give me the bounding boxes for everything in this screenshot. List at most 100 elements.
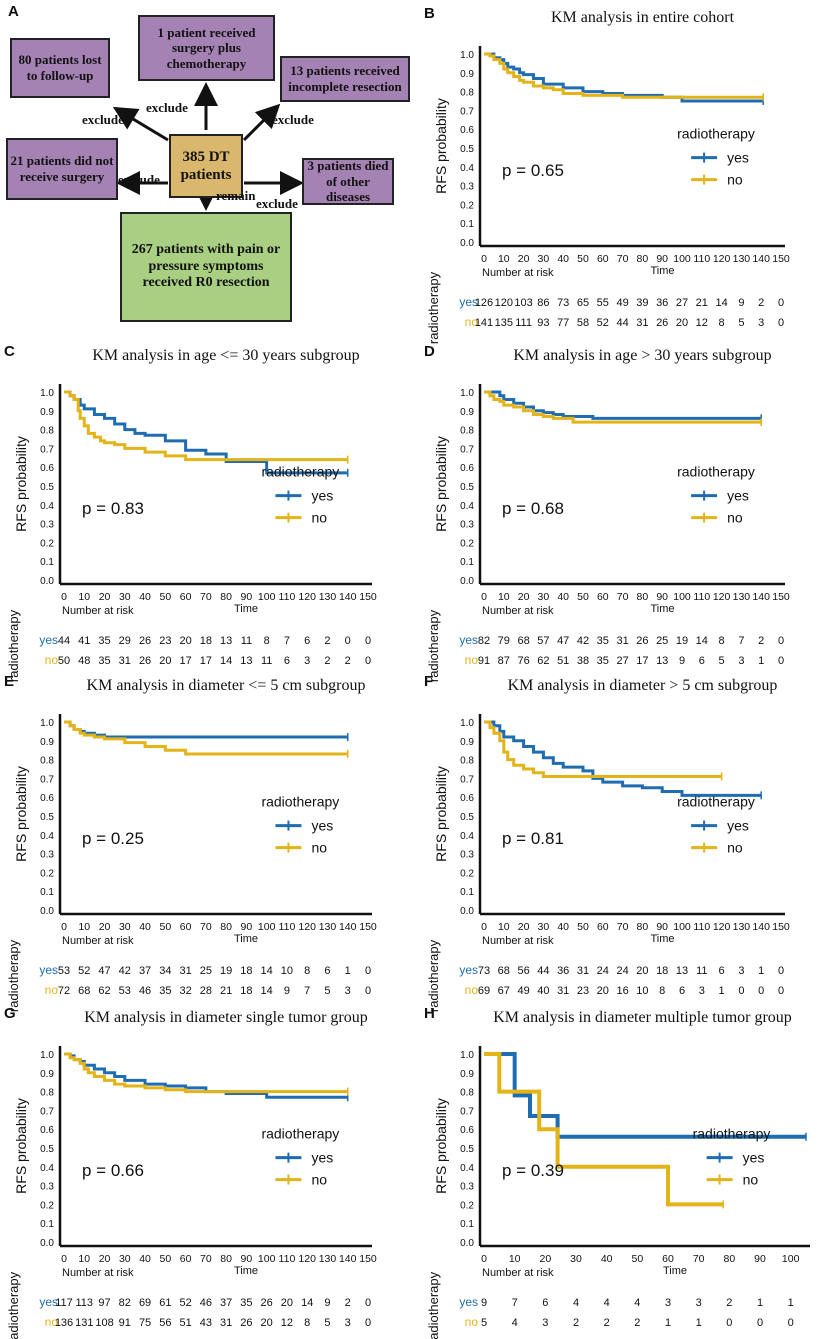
y-axis-label: RFS probability <box>433 98 449 194</box>
legend-label-no: no <box>311 840 327 856</box>
risk-count: 11 <box>696 965 707 977</box>
risk-count: 3 <box>738 965 744 977</box>
risk-count: 7 <box>284 635 290 647</box>
risk-count: 31 <box>616 635 628 647</box>
x-tick-label: 0 <box>481 253 487 265</box>
risk-count: 4 <box>512 1317 518 1329</box>
risk-count: 20 <box>261 1317 273 1329</box>
risk-count: 79 <box>498 635 510 647</box>
risk-count: 29 <box>119 635 131 647</box>
panel-letter-c: C <box>4 343 15 360</box>
x-tick-label: 50 <box>159 921 171 933</box>
km-curve-no <box>64 1052 348 1094</box>
y-tick-label: 0.2 <box>460 1200 474 1211</box>
risk-table-title: Number at risk <box>62 1267 134 1279</box>
risk-count: 27 <box>676 297 688 309</box>
risk-count: 68 <box>517 635 529 647</box>
x-tick-label: 60 <box>597 591 609 603</box>
y-tick-label: 0.7 <box>40 1106 54 1117</box>
km-svg-h: H KM analysis in diameter multiple tumor … <box>424 1005 810 1339</box>
x-tick-label: 130 <box>733 253 751 265</box>
y-axis-label: RFS probability <box>13 436 29 532</box>
risk-count: 136 <box>55 1317 73 1329</box>
x-tick-label: 70 <box>200 1253 212 1265</box>
x-tick-label: 30 <box>570 1253 582 1265</box>
x-tick-label: 140 <box>752 591 770 603</box>
risk-row-label-yes: yes <box>459 295 478 309</box>
risk-table-label: radiotherapy <box>426 609 441 682</box>
panel-letter-d: D <box>424 343 435 360</box>
chart-title: KM analysis in diameter single tumor gro… <box>84 1009 368 1026</box>
x-tick-label: 150 <box>359 591 377 603</box>
risk-count: 11 <box>241 635 252 647</box>
risk-count: 20 <box>636 965 648 977</box>
legend-label-no: no <box>727 840 743 856</box>
x-tick-label: 90 <box>656 921 668 933</box>
risk-count: 19 <box>676 635 688 647</box>
p-value: p = 0.66 <box>82 1161 144 1180</box>
x-tick-label: 90 <box>241 921 253 933</box>
risk-count: 8 <box>304 965 310 977</box>
risk-count: 46 <box>139 985 151 997</box>
risk-table-label: radiotherapy <box>6 939 21 1012</box>
x-tick-label: 40 <box>139 1253 151 1265</box>
y-tick-label: 0.9 <box>460 737 474 748</box>
x-axis-label: Time <box>650 933 674 945</box>
y-tick-label: 0.1 <box>40 1219 54 1230</box>
y-tick-label: 0.4 <box>460 163 474 174</box>
risk-count: 2 <box>573 1317 579 1329</box>
y-tick-label: 0.6 <box>460 125 474 136</box>
risk-count: 9 <box>284 985 290 997</box>
x-tick-label: 100 <box>258 921 276 933</box>
x-tick-label: 100 <box>258 591 276 603</box>
risk-count: 26 <box>656 317 668 329</box>
y-tick-label: 0.8 <box>460 88 474 99</box>
y-tick-label: 0.5 <box>460 144 474 155</box>
risk-count: 2 <box>604 1317 610 1329</box>
y-tick-label: 0.6 <box>40 1125 54 1136</box>
box-surgery-chemotherapy: 1 patient received surgery plus chemothe… <box>138 15 275 81</box>
y-tick-label: 0.7 <box>460 774 474 785</box>
x-tick-label: 70 <box>617 591 629 603</box>
y-tick-label: 0.7 <box>460 1106 474 1117</box>
km-svg-g: G KM analysis in diameter single tumor gr… <box>4 1005 377 1339</box>
risk-count: 0 <box>758 985 764 997</box>
y-tick-label: 0.3 <box>460 520 474 531</box>
km-curve-no <box>484 1052 724 1207</box>
x-axis-label: Time <box>234 603 258 615</box>
x-tick-label: 60 <box>597 253 609 265</box>
risk-table-label: radiotherapy <box>6 1271 21 1339</box>
risk-count: 135 <box>495 317 513 329</box>
y-tick-label: 0.4 <box>460 831 474 842</box>
km-curve-yes <box>64 720 348 739</box>
p-value: p = 0.81 <box>502 829 564 848</box>
risk-count: 31 <box>179 965 191 977</box>
x-tick-label: 60 <box>180 591 192 603</box>
x-tick-label: 110 <box>693 591 710 603</box>
risk-count: 1 <box>696 1317 702 1329</box>
risk-count: 1 <box>345 965 351 977</box>
panel-letter-a: A <box>8 3 19 20</box>
risk-count: 25 <box>200 965 212 977</box>
y-tick-label: 0.3 <box>40 520 54 531</box>
risk-count: 37 <box>139 965 151 977</box>
y-tick-label: 0.4 <box>40 1163 54 1174</box>
risk-count: 3 <box>699 985 705 997</box>
y-tick-label: 0.6 <box>40 793 54 804</box>
x-tick-label: 140 <box>339 921 357 933</box>
risk-count: 24 <box>616 965 628 977</box>
risk-count: 0 <box>365 1297 371 1309</box>
legend-label-no: no <box>727 172 743 188</box>
risk-count: 8 <box>719 317 725 329</box>
panel-letter-g: G <box>4 1005 16 1022</box>
x-tick-label: 120 <box>298 591 316 603</box>
x-tick-label: 10 <box>78 1253 90 1265</box>
x-tick-label: 80 <box>637 591 649 603</box>
y-tick-label: 0.8 <box>40 756 54 767</box>
risk-count: 51 <box>179 1317 191 1329</box>
risk-count: 3 <box>758 317 764 329</box>
x-tick-label: 10 <box>78 591 90 603</box>
km-chart-d: D KM analysis in age > 30 years subgroup 0… <box>420 338 825 682</box>
risk-row-label-yes: yes <box>39 963 58 977</box>
x-tick-label: 30 <box>119 1253 131 1265</box>
